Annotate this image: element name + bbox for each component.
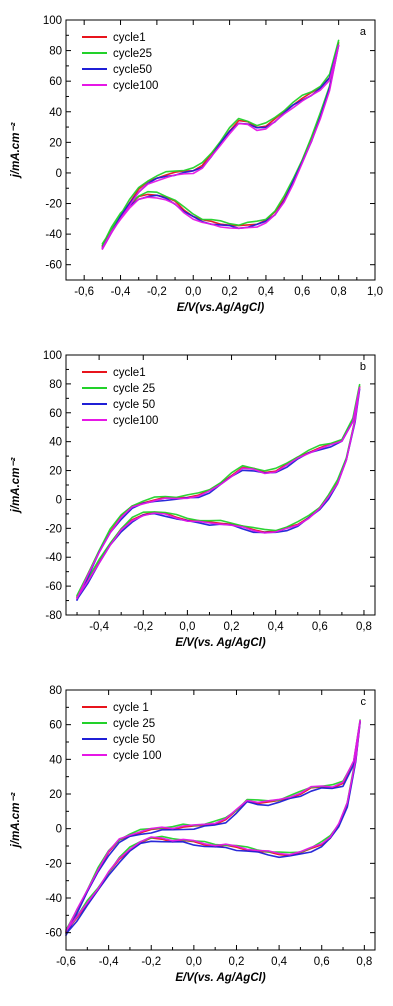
- y-tick-label: -20: [45, 858, 62, 870]
- y-tick-label: 80: [49, 46, 62, 58]
- legend-label: cycle25: [113, 48, 152, 60]
- legend-label: cycle50: [113, 64, 152, 76]
- x-axis-label: E/V(vs. Ag/AgCl): [175, 972, 265, 984]
- y-tick-label: 20: [49, 137, 62, 149]
- y-tick-label: 100: [43, 350, 62, 362]
- x-tick-label: -0,6: [56, 956, 76, 968]
- legend-label: cycle 25: [113, 383, 155, 395]
- y-tick-label: -80: [45, 610, 62, 622]
- legend: cycle1 cycle 25 cycle 50 cycle100: [82, 367, 158, 427]
- x-tick-label: -0,6: [74, 286, 94, 298]
- y-axis-label: j/mA.cm⁻²: [10, 792, 22, 850]
- legend-label: cycle 25: [113, 718, 155, 730]
- panel-letter-label: a: [360, 26, 367, 38]
- y-tick-label: 60: [49, 408, 62, 420]
- x-tick-label: 0,4: [271, 956, 288, 968]
- x-tick-label: 0,0: [186, 956, 202, 968]
- y-tick-label: -40: [45, 229, 62, 241]
- legend: cycle1 cycle25 cycle50 cycle100: [82, 32, 158, 92]
- x-tick-label: 0,6: [314, 956, 330, 968]
- y-tick-label: -20: [45, 523, 62, 535]
- x-tick-label: 0,0: [179, 621, 195, 633]
- x-tick-label: 0,4: [258, 286, 275, 298]
- series-line-cycle100: [101, 44, 340, 250]
- chart-svg: -0,6 -0,4 -0,2 0,0 0,2 0,4 0,6 0,8 1,0 -60 -40 -20 0…: [10, 15, 383, 314]
- y-tick-label: 40: [49, 437, 62, 449]
- series-line-cycle-1: [65, 720, 361, 934]
- y-tick-label: 0: [56, 494, 62, 506]
- x-tick-label: 0,4: [268, 621, 285, 633]
- x-axis-label: E/V(vs.Ag/AgCl): [177, 302, 265, 314]
- x-tick-label: 0,6: [312, 621, 328, 633]
- x-tick-label: 0,2: [224, 621, 240, 633]
- y-tick-label: 60: [49, 720, 62, 732]
- legend-label: cycle 100: [113, 750, 162, 762]
- y-tick-label: -40: [45, 893, 62, 905]
- legend-label: cycle1: [113, 367, 146, 379]
- y-tick-label: 0: [56, 168, 62, 180]
- series-line-cycle-25: [65, 719, 361, 933]
- plot-frame: [65, 689, 376, 951]
- y-tick-label: 20: [49, 789, 62, 801]
- series-line-cycle-50: [65, 721, 361, 937]
- x-tick-label: 0,2: [222, 286, 238, 298]
- x-tick-label: -0,2: [141, 956, 161, 968]
- legend-label: cycle1: [113, 32, 146, 44]
- y-tick-label: -60: [45, 260, 62, 272]
- y-tick-label: 100: [43, 15, 62, 27]
- chart-panel-c: -0,6 -0,4 -0,2 0,0 0,2 0,4 0,6 0,8 -60 -40 -20 0 20 4…: [0, 670, 393, 1005]
- y-tick-label: 20: [49, 466, 62, 478]
- y-tick-label: 80: [49, 685, 62, 697]
- x-tick-label: 0,2: [228, 956, 244, 968]
- plot-frame: [65, 19, 376, 281]
- chart-panel-a: -0,6 -0,4 -0,2 0,0 0,2 0,4 0,6 0,8 1,0 -60 -40 -20 0…: [0, 0, 393, 335]
- x-tick-label: 0,8: [331, 286, 347, 298]
- x-tick-label: -0,2: [147, 286, 167, 298]
- legend: cycle 1 cycle 25 cycle 50 cycle 100: [82, 702, 162, 762]
- series-line-cycle100: [76, 386, 361, 600]
- y-tick-label: -60: [45, 928, 62, 940]
- y-axis-label: j/mA.cm⁻²: [10, 457, 22, 515]
- y-axis-label: j/mA.cm⁻²: [10, 122, 22, 180]
- x-tick-label: -0,4: [89, 621, 109, 633]
- series-line-cycle-100: [65, 719, 361, 933]
- y-tick-label: 40: [49, 107, 62, 119]
- y-tick-label: -40: [45, 552, 62, 564]
- legend-label: cycle 50: [113, 734, 155, 746]
- panel-letter-label: c: [361, 696, 367, 708]
- y-tick-label: 60: [49, 76, 62, 88]
- x-tick-label: 0,6: [294, 286, 310, 298]
- panel-letter-label: b: [360, 361, 366, 373]
- x-tick-label: -0,4: [111, 286, 131, 298]
- x-axis-label: E/V(vs. Ag/AgCl): [175, 637, 265, 649]
- y-tick-label: 40: [49, 754, 62, 766]
- x-tick-label: 0,8: [356, 956, 372, 968]
- y-tick-label: 80: [49, 379, 62, 391]
- x-tick-label: 0,8: [356, 621, 372, 633]
- chart-svg: -0,6 -0,4 -0,2 0,0 0,2 0,4 0,6 0,8 -60 -40 -20 0 20 4…: [10, 685, 376, 984]
- y-tick-label: -20: [45, 199, 62, 211]
- x-tick-label: 1,0: [367, 286, 383, 298]
- x-tick-label: 0,0: [185, 286, 201, 298]
- x-tick-label: -0,2: [133, 621, 153, 633]
- legend-label: cycle100: [113, 415, 158, 427]
- legend-label: cycle100: [113, 80, 158, 92]
- y-tick-label: -60: [45, 581, 62, 593]
- legend-label: cycle 1: [113, 702, 149, 714]
- legend-label: cycle 50: [113, 399, 155, 411]
- chart-svg: -0,4 -0,2 0,0 0,2 0,4 0,6 0,8 -80 -60 -40 -20 0 20 40…: [10, 350, 376, 649]
- chart-panel-b: -0,4 -0,2 0,0 0,2 0,4 0,6 0,8 -80 -60 -40 -20 0 20 40…: [0, 335, 393, 670]
- y-tick-label: 0: [56, 824, 62, 836]
- x-tick-label: -0,4: [99, 956, 119, 968]
